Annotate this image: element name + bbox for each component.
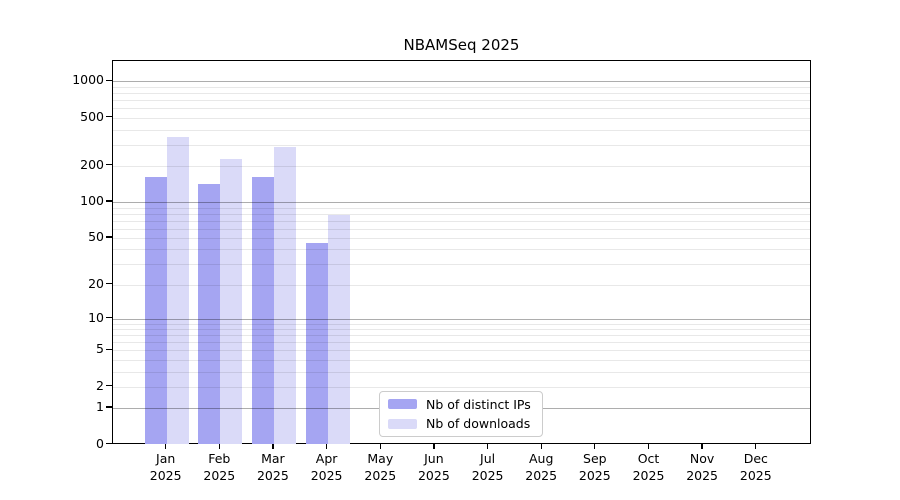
minor-gridline	[113, 144, 810, 146]
minor-gridline	[113, 284, 810, 286]
minor-gridline	[113, 264, 810, 265]
x-tick-mark	[272, 444, 274, 449]
legend-item-downloads: Nb of downloads	[380, 415, 542, 433]
x-tick-mark	[218, 444, 220, 449]
legend-label-distinct-ips: Nb of distinct IPs	[426, 396, 531, 412]
y-tick-mark	[106, 282, 112, 285]
x-tick-mark	[433, 444, 435, 449]
x-tick-mark	[379, 444, 381, 449]
y-tick-label: 100	[80, 193, 104, 208]
y-tick-label: 1000	[72, 72, 104, 88]
legend-item-distinct-ips: Nb of distinct IPs	[380, 395, 542, 413]
x-tick-label-sep: Sep 2025	[578, 451, 611, 483]
y-tick-label: 500	[80, 108, 104, 124]
minor-gridline	[113, 108, 810, 110]
x-tick-mark	[165, 444, 167, 449]
y-tick-label: 10	[88, 309, 104, 325]
minor-gridline	[113, 165, 810, 167]
minor-gridline	[113, 323, 810, 325]
minor-gridline	[113, 220, 810, 222]
bar-downloads-mar	[273, 147, 296, 445]
x-tick-label-oct: Oct 2025	[632, 451, 665, 483]
y-tick-label: 0	[96, 435, 104, 451]
x-tick-label-dec: Dec 2025	[739, 451, 772, 483]
minor-gridline	[113, 335, 810, 337]
bar-downloads-feb	[220, 159, 243, 445]
y-tick-mark	[106, 116, 112, 118]
minor-gridline	[113, 100, 810, 102]
minor-gridline	[113, 207, 810, 209]
y-tick-mark	[106, 164, 112, 166]
y-tick-label: 20	[88, 275, 104, 291]
minor-gridline	[113, 329, 810, 330]
minor-gridline	[113, 87, 810, 88]
x-tick-label-jan: Jan 2025	[149, 451, 182, 483]
x-tick-mark	[701, 444, 703, 449]
minor-gridline	[113, 117, 810, 119]
major-gridline	[113, 202, 810, 203]
downloads-swatch	[388, 418, 417, 429]
y-tick-label: 1	[96, 399, 104, 415]
y-tick-mark	[106, 442, 112, 445]
x-tick-label-nov: Nov 2025	[686, 451, 718, 483]
x-tick-label-mar: Mar 2025	[256, 451, 289, 483]
x-tick-label-feb: Feb 2025	[203, 451, 236, 483]
y-tick-label: 50	[88, 228, 104, 244]
legend: Nb of distinct IPs Nb of downloads	[379, 391, 543, 437]
bar-downloads-jan	[166, 137, 189, 445]
distinct-ips-swatch	[388, 399, 417, 410]
major-gridline	[113, 81, 810, 83]
y-tick-mark	[106, 348, 112, 350]
minor-gridline	[113, 350, 810, 352]
x-tick-label-jun: Jun 2025	[417, 451, 450, 483]
y-tick-label: 200	[80, 156, 104, 172]
minor-gridline	[113, 237, 810, 239]
y-tick-mark	[106, 316, 112, 319]
x-tick-mark	[594, 444, 596, 449]
legend-label-downloads: Nb of downloads	[426, 416, 531, 432]
chart-title: NBAMSeq 2025	[403, 36, 520, 54]
y-tick-label: 2	[96, 377, 104, 393]
x-tick-mark	[755, 444, 757, 449]
y-tick-mark	[106, 236, 112, 238]
y-tick-label: 5	[96, 341, 104, 357]
bar-distinct-ips-apr	[305, 243, 328, 445]
minor-gridline	[113, 213, 810, 215]
bar-distinct-ips-jan	[144, 176, 167, 445]
y-tick-mark	[106, 79, 112, 82]
x-tick-mark	[647, 444, 650, 449]
y-tick-mark	[106, 406, 112, 408]
minor-gridline	[113, 371, 810, 373]
y-tick-mark	[106, 200, 112, 202]
major-gridline	[113, 318, 810, 320]
y-tick-mark	[106, 385, 112, 387]
bar-distinct-ips-mar	[251, 176, 274, 445]
minor-gridline	[113, 359, 810, 361]
x-tick-label-jul: Jul 2025	[471, 451, 504, 483]
minor-gridline	[113, 228, 810, 230]
x-tick-mark	[325, 444, 328, 449]
x-tick-label-apr: Apr 2025	[310, 451, 343, 483]
minor-gridline	[113, 386, 810, 388]
plot-area	[112, 60, 811, 445]
x-tick-label-aug: Aug 2025	[525, 451, 558, 483]
minor-gridline	[113, 93, 810, 95]
x-tick-label-may: May 2025	[364, 451, 397, 483]
minor-gridline	[113, 342, 810, 344]
minor-gridline	[113, 129, 810, 131]
x-tick-mark	[486, 444, 489, 449]
bar-distinct-ips-feb	[198, 184, 221, 445]
minor-gridline	[113, 249, 810, 251]
bar-downloads-apr	[327, 214, 350, 445]
x-tick-mark	[540, 444, 542, 449]
